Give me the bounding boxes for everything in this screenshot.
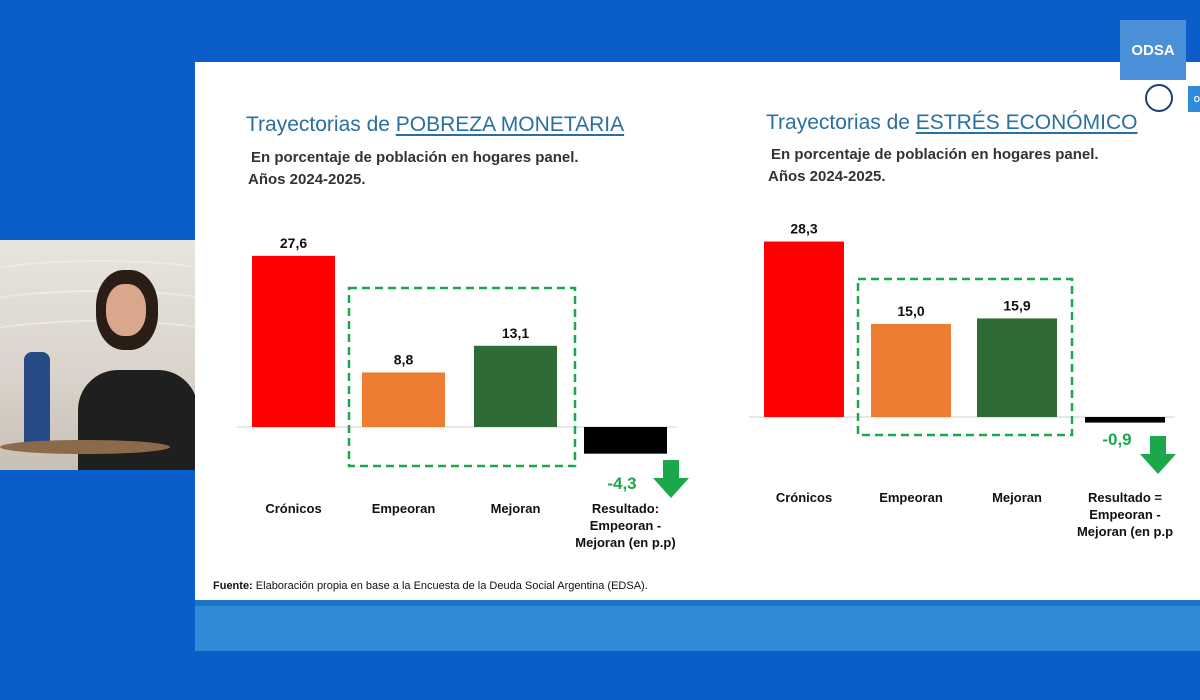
chart-title-emphasis: ESTRÉS ECONÓMICO — [915, 111, 1138, 134]
category-label: Empeoran - — [590, 518, 662, 533]
bar-4 — [584, 427, 667, 454]
category-label: Empeoran — [372, 501, 436, 516]
category-label: Crónicos — [776, 490, 832, 505]
chart-title-prefix: Trayectorias de — [246, 113, 396, 136]
bar-3 — [474, 345, 557, 427]
category-label: Resultado: — [592, 501, 659, 516]
bar-value-label: 13,1 — [502, 325, 529, 341]
bar-4 — [1085, 417, 1165, 423]
result-value-label: -0,9 — [1102, 430, 1131, 449]
webcam-video-feed — [0, 240, 195, 470]
bar-2 — [871, 324, 951, 417]
bar-value-label: 27,6 — [280, 235, 307, 251]
bar-value-label: 15,0 — [897, 303, 924, 319]
highlight-box — [856, 277, 1074, 437]
down-arrow-icon — [653, 460, 689, 498]
chart-subtitle-line: Años 2024-2025. — [768, 168, 886, 185]
category-label: Mejoran (en p.p) — [575, 535, 675, 550]
chart-subtitle-pobreza: En porcentaje de población en hogares pa… — [248, 147, 579, 191]
chart-title-estres: Trayectorias de ESTRÉS ECONÓMICO — [766, 111, 1137, 135]
chart-subtitle-line: En porcentaje de población en hogares pa… — [251, 149, 579, 166]
category-label: Resultado = — [1088, 490, 1162, 505]
slide-footer-band — [195, 600, 1200, 651]
university-seal-icon — [1145, 84, 1173, 112]
highlight-box — [347, 286, 577, 468]
category-label: Empeoran - — [1089, 507, 1161, 522]
bar-3 — [977, 318, 1057, 417]
chart-title-prefix: Trayectorias de — [766, 111, 916, 134]
odsa-logo: ODSA — [1120, 20, 1186, 80]
source-label: Fuente: — [213, 580, 253, 592]
result-value-label: -4,3 — [607, 474, 636, 493]
presenter-silhouette — [78, 270, 195, 470]
down-arrow-icon — [1140, 436, 1176, 474]
category-label: Mejoran — [992, 490, 1042, 505]
chart-title-emphasis: POBREZA MONETARIA — [395, 113, 625, 136]
category-label: Crónicos — [265, 501, 321, 516]
source-text: Elaboración propia en base a la Encuesta… — [252, 580, 648, 592]
table-desk — [0, 440, 170, 454]
logo-edge-tab: O — [1188, 86, 1200, 112]
source-note: Fuente: Elaboración propia en base a la … — [213, 580, 648, 592]
bar-value-label: 28,3 — [790, 221, 817, 237]
category-label: Empeoran — [879, 490, 943, 505]
chart-subtitle-line: En porcentaje de población en hogares pa… — [771, 146, 1099, 163]
bar-1 — [764, 241, 844, 417]
bar-value-label: 15,9 — [1003, 297, 1030, 313]
chart-title-pobreza: Trayectorias de POBREZA MONETARIA — [246, 113, 624, 137]
chart-subtitle-line: Años 2024-2025. — [248, 171, 366, 188]
category-label: Mejoran — [491, 501, 541, 516]
water-bottle — [24, 352, 50, 452]
bar-1 — [252, 255, 335, 427]
chart-subtitle-estres: En porcentaje de población en hogares pa… — [768, 144, 1099, 188]
category-label: Mejoran (en p.p — [1077, 524, 1173, 539]
bar-value-label: 8,8 — [394, 351, 414, 367]
bar-2 — [362, 372, 445, 427]
